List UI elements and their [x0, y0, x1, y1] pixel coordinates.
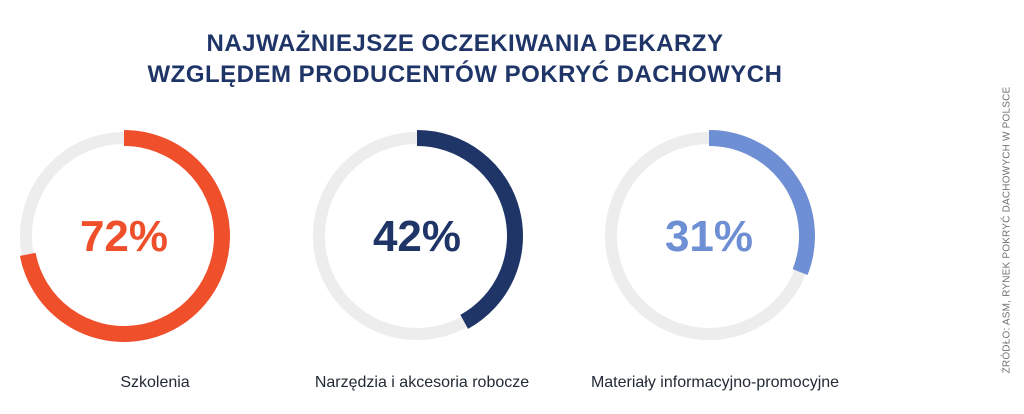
source-note: ŹRÓDŁO: ASM, RYNEK POKRYĆ DACHOWYCH W PO… [996, 80, 1018, 380]
value-label-0: 72% [80, 212, 168, 261]
title-line-1: NAJWAŻNIEJSZE OCZEKIWANIA DEKARZY [206, 30, 724, 57]
chart-title: NAJWAŻNIEJSZE OCZEKIWANIA DEKARZY WZGLĘD… [0, 28, 930, 90]
category-label-2: Materiały informacyjno-promocyjne [590, 374, 840, 391]
ring-arc-2 [708, 130, 815, 276]
title-line-2: WZGLĘDEM PRODUCENTÓW POKRYĆ DACHOWYCH [147, 61, 783, 88]
value-label-1: 42% [373, 212, 461, 261]
ring-arc-0 [19, 130, 230, 342]
value-label-2: 31% [665, 212, 753, 261]
ring-arc-1 [416, 130, 523, 329]
source-text: ŹRÓDŁO: ASM, RYNEK POKRYĆ DACHOWYCH W PO… [1001, 86, 1013, 374]
category-label-1: Narzędzia i akcesoria robocze [314, 374, 530, 391]
category-label-0: Szkolenia [120, 374, 190, 391]
